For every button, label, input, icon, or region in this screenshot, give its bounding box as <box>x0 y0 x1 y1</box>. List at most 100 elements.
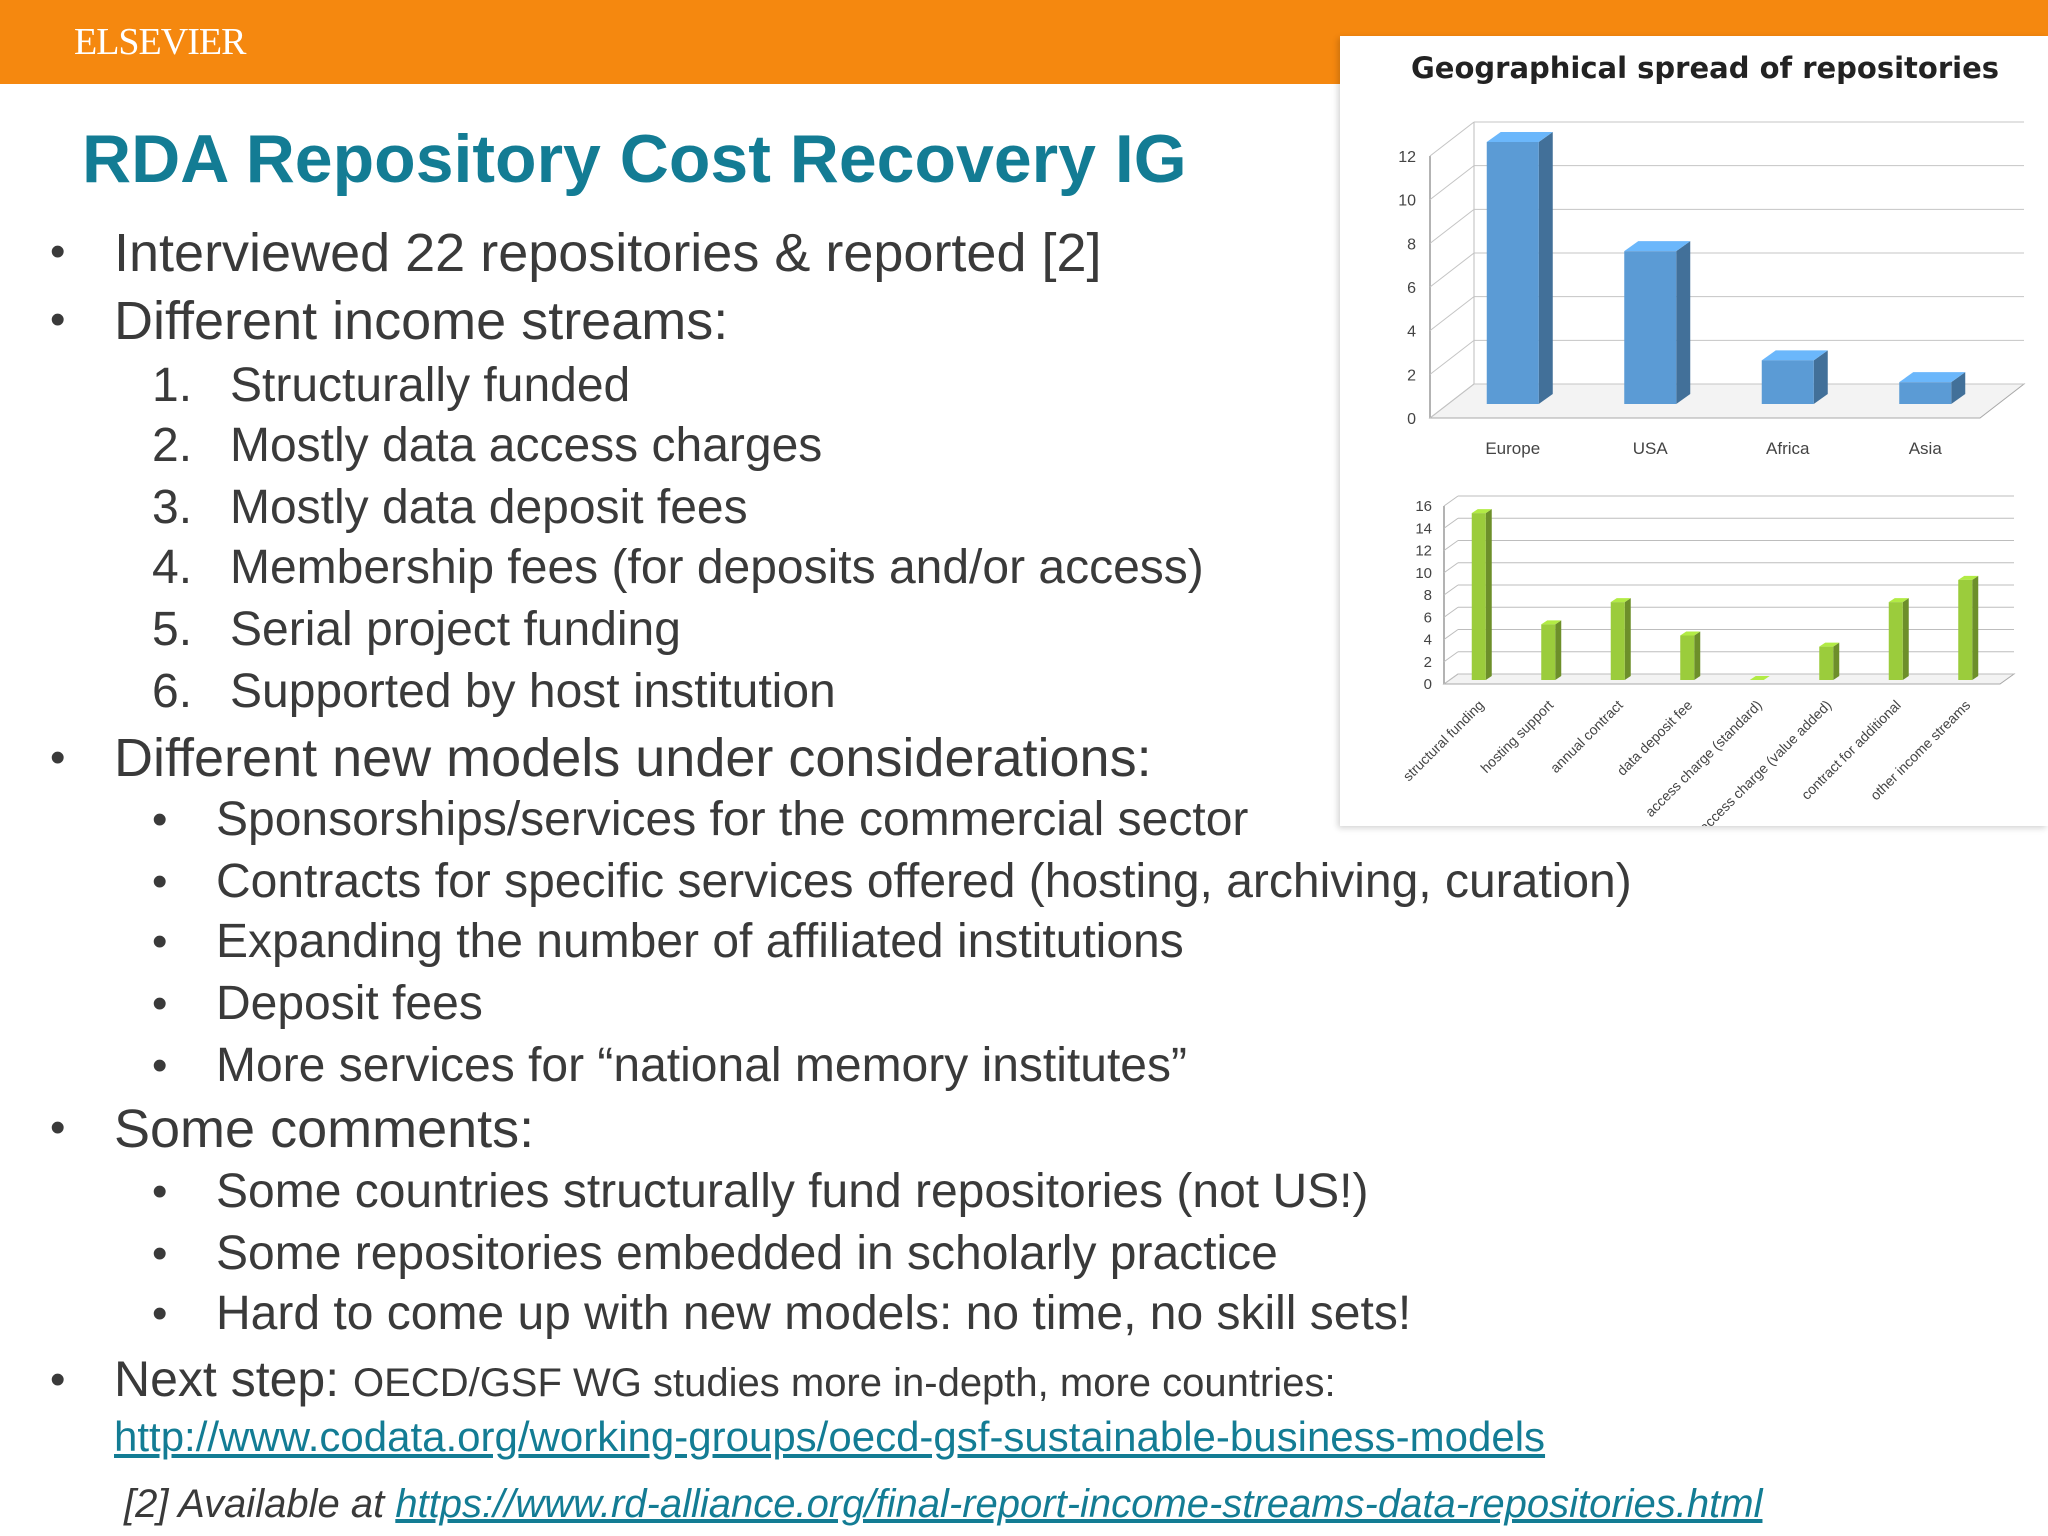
chart2-bar-side <box>1694 631 1701 680</box>
chart2-floor <box>1442 673 2016 685</box>
chart2-bar-side <box>1624 598 1631 680</box>
sub-bullet-icon: • <box>152 1229 168 1278</box>
new-model-item: Expanding the number of affiliated insti… <box>216 915 1184 968</box>
chart2-bar-top <box>1958 575 1979 580</box>
chart2-x-tick-label: structural funding <box>1400 697 1487 784</box>
sub-bullet-icon: • <box>152 979 168 1028</box>
chart2-bar-side <box>1972 575 1979 680</box>
chart1-x-tick-label: Europe <box>1485 439 1540 458</box>
bullet-icon: • <box>50 1355 66 1404</box>
income-stream-item: Mostly data access charges <box>230 419 823 472</box>
next-step: Next step: OECD/GSF WG studies more in-d… <box>114 1354 1336 1404</box>
charts-panel: Geographical spread of repositories 0 2 4 6 8… <box>1340 36 2048 826</box>
chart2-bar <box>1541 624 1556 680</box>
list-number: 6. <box>152 665 193 718</box>
chart2-y-tick-label: 10 <box>1415 565 1432 582</box>
list-number: 3. <box>152 481 193 534</box>
bullet-text: Interviewed 22 repositories & reported [… <box>114 223 1102 283</box>
chart1-gridline-side <box>1429 165 1475 201</box>
chart2-bar-side <box>1833 642 1840 680</box>
new-model-item: Contracts for specific services offered … <box>216 855 1632 908</box>
chart1-x-tick-label: Asia <box>1909 439 1943 458</box>
chart2-gridline-side <box>1443 584 1459 596</box>
bullet-icon: • <box>50 227 66 276</box>
chart1-gridline-side <box>1429 208 1475 244</box>
chart1-bar <box>1899 382 1952 404</box>
chart2-bar-side <box>1902 598 1909 680</box>
bullet-icon: • <box>50 295 66 344</box>
income-stream-item: Membership fees (for deposits and/or acc… <box>230 541 1204 594</box>
chart2-bar <box>1888 602 1903 680</box>
sub-bullet-icon: • <box>152 1041 168 1090</box>
chart1-bar-side <box>1951 372 1966 404</box>
income-stream-item: Mostly data deposit fees <box>230 481 748 534</box>
bullet-text: Some comments: <box>114 1099 535 1159</box>
sub-bullet-icon: • <box>152 1167 168 1216</box>
list-number: 2. <box>152 419 193 472</box>
next-step-text: OECD/GSF WG studies more in-depth, more … <box>353 1361 1336 1405</box>
sub-bullet-icon: • <box>152 1289 168 1338</box>
chart2-gridline-side <box>1443 540 1459 551</box>
footnote-prefix: [2] Available at <box>124 1482 385 1526</box>
elsevier-logo: ELSEVIER <box>74 21 246 63</box>
chart2-bar-top <box>1541 620 1562 625</box>
income-stream-item: Serial project funding <box>230 603 681 656</box>
chart1-bar-side <box>1813 350 1828 404</box>
chart2-bar <box>1471 513 1486 680</box>
chart1-bar-top <box>1899 372 1966 383</box>
list-number: 4. <box>152 541 193 594</box>
chart1-gridline-side <box>1429 383 1475 419</box>
chart2-y-tick-label: 12 <box>1415 543 1432 560</box>
bullet-icon: • <box>50 1103 66 1152</box>
chart1-title: Geographical spread of repositories <box>1411 51 1999 85</box>
chart2-x-tick-label: hosting support <box>1477 697 1556 776</box>
chart2-x-tick-label: annual contract <box>1547 697 1626 776</box>
chart1-y-tick-label: 6 <box>1407 280 1416 297</box>
chart2-y-tick-label: 2 <box>1424 654 1432 671</box>
chart1-bar-side <box>1676 241 1691 404</box>
chart2-y-tick-label: 6 <box>1424 609 1432 626</box>
income-stream-item: Supported by host institution <box>230 665 836 718</box>
chart2-bar <box>1610 602 1625 680</box>
chart1-y-tick-label: 4 <box>1407 324 1416 341</box>
chart2-gridline-side <box>1443 673 1459 685</box>
chart2-y-tick-label: 4 <box>1424 632 1432 649</box>
bullet-text: Different income streams: <box>114 291 729 351</box>
chart2-y-tick-label: 8 <box>1424 587 1432 604</box>
chart1-bar <box>1624 251 1677 404</box>
chart1-y-tick-label: 2 <box>1407 367 1416 384</box>
chart2-bar-top <box>1819 642 1840 647</box>
chart2-gridline-side <box>1443 562 1459 574</box>
chart2-y-tick-label: 0 <box>1424 676 1432 693</box>
chart2-bar-top <box>1610 598 1631 603</box>
chart2-bar-side <box>1485 509 1492 680</box>
chart1-bar-top <box>1761 350 1828 361</box>
chart1-y-tick-label: 10 <box>1398 193 1416 210</box>
sub-bullet-icon: • <box>152 917 168 966</box>
chart1-x-tick-label: Africa <box>1766 439 1810 458</box>
chart2-gridline-side <box>1443 629 1459 640</box>
chart1-gridline-side <box>1429 296 1475 332</box>
comment-item: Hard to come up with new models: no time… <box>216 1287 1412 1340</box>
rd-alliance-link[interactable]: https://www.rd-alliance.org/final-report… <box>395 1482 1763 1526</box>
new-model-item: Deposit fees <box>216 977 483 1030</box>
chart2-bar <box>1958 579 1973 680</box>
chart1-gridline-side <box>1429 121 1475 157</box>
footnote: [2] Available at https://www.rd-alliance… <box>124 1484 1762 1524</box>
chart2-bar-top <box>1471 509 1492 514</box>
chart1-bar-top <box>1486 132 1553 142</box>
codata-link[interactable]: http://www.codata.org/working-groups/oec… <box>114 1413 1546 1460</box>
chart1-x-tick-label: USA <box>1633 439 1669 458</box>
chart1-bar <box>1486 142 1539 404</box>
chart2-x-tick-label: access charge (standard) <box>1642 697 1765 820</box>
chart2-x-tick-label: access charge (value added) <box>1696 697 1834 826</box>
chart2-gridline-side <box>1443 606 1459 618</box>
chart2-bar <box>1819 646 1834 680</box>
next-step-label: Next step: <box>114 1351 340 1407</box>
chart1-bar-side <box>1538 132 1553 404</box>
chart2-gridline-side <box>1443 517 1459 529</box>
chart2-bar-side <box>1555 620 1562 680</box>
charts-svg: Geographical spread of repositories 0 2 4 6 8… <box>1398 51 2026 826</box>
new-model-item: Sponsorships/services for the commercial… <box>216 793 1249 846</box>
bullet-icon: • <box>50 733 66 782</box>
